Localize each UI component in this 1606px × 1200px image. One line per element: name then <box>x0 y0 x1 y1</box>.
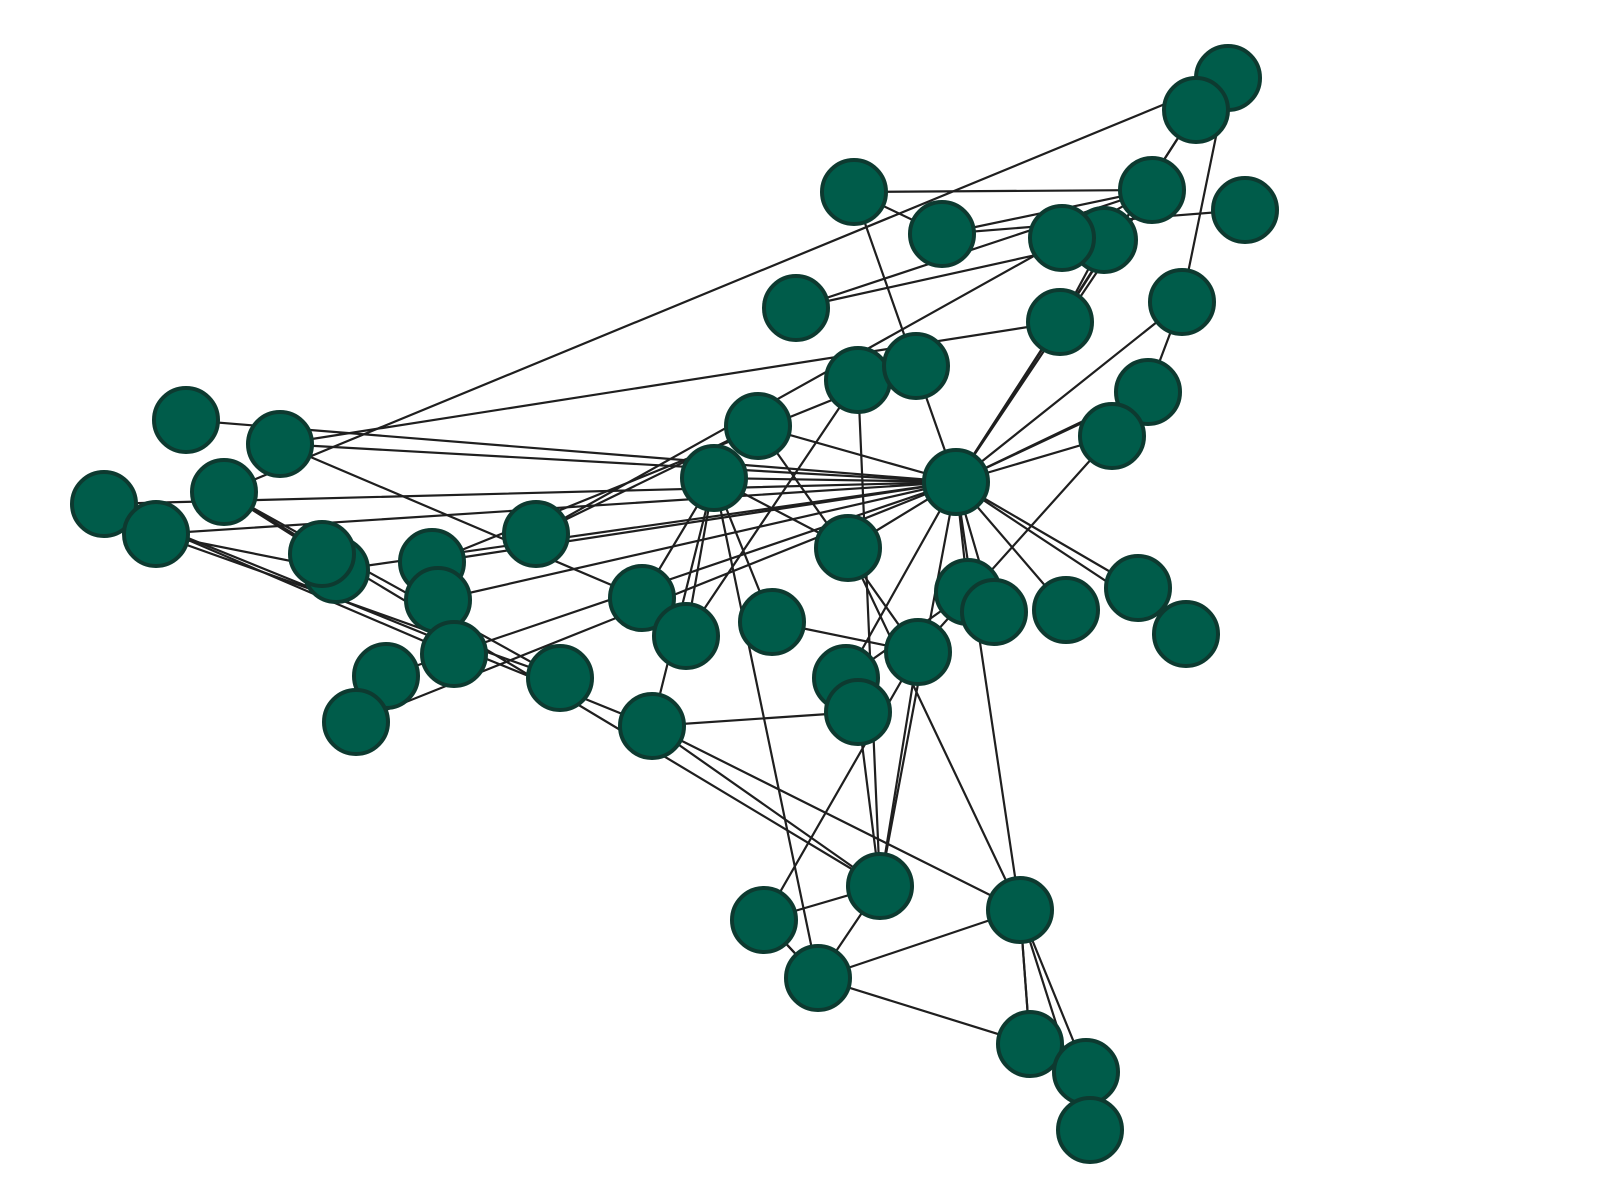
graph-edge <box>712 476 958 484</box>
graph-node <box>420 620 488 688</box>
graph-edge <box>852 188 1154 194</box>
graph-edge <box>684 378 860 638</box>
graph-node <box>608 564 676 632</box>
graph-node <box>730 886 798 954</box>
graph-node <box>724 392 792 460</box>
graph-node <box>1026 288 1094 356</box>
graph-edge <box>184 418 958 484</box>
graph-node <box>1032 576 1100 644</box>
graph-node <box>884 618 952 686</box>
graph-node <box>152 386 220 454</box>
graph-edge <box>762 650 920 922</box>
graph-node <box>814 514 882 582</box>
graph-edge <box>954 480 1140 590</box>
graph-node <box>618 692 686 760</box>
graph-node <box>502 500 570 568</box>
graph-node <box>1118 156 1186 224</box>
graph-node <box>996 1010 1064 1078</box>
graph-edge <box>278 442 644 600</box>
graph-edge <box>844 480 958 680</box>
graph-node <box>1056 1096 1124 1164</box>
graph-node <box>122 500 190 568</box>
graph-node <box>908 200 976 268</box>
graph-node <box>820 158 888 226</box>
graph-node <box>246 410 314 478</box>
graph-edge <box>954 480 1022 912</box>
graph-edge <box>650 710 860 728</box>
graph-node <box>652 602 720 670</box>
nodes-layer <box>70 44 1279 1164</box>
graph-node <box>762 274 830 342</box>
graph-node <box>824 678 892 746</box>
graph-node <box>824 346 892 414</box>
graph-node <box>1162 76 1230 144</box>
graph-node <box>1052 1038 1120 1106</box>
graph-node <box>526 644 594 712</box>
graph-node <box>1104 554 1172 622</box>
graph-node <box>784 944 852 1012</box>
graph-edge <box>856 378 882 888</box>
graph-edge <box>712 476 820 980</box>
graph-edge <box>222 490 562 680</box>
graph-node <box>882 332 950 400</box>
graph-edge <box>650 724 882 888</box>
graph-node <box>288 520 356 588</box>
graph-edge <box>756 424 958 484</box>
graph-node <box>1211 176 1279 244</box>
graph-node <box>922 448 990 516</box>
graph-node <box>846 852 914 920</box>
graph-node <box>322 688 390 756</box>
graph-edge <box>816 976 1032 1046</box>
graph-node <box>1148 268 1216 336</box>
graph-node <box>1078 402 1146 470</box>
graph-edge <box>650 476 716 728</box>
graph-edge <box>222 76 1230 494</box>
graph-node <box>738 588 806 656</box>
graph-edge <box>650 724 1022 912</box>
graph-edge <box>436 480 958 602</box>
graph-edge <box>816 908 1022 980</box>
graph-node <box>1152 600 1220 668</box>
graph-node <box>1114 358 1182 426</box>
graph-node <box>986 876 1054 944</box>
graph-node <box>190 458 258 526</box>
graph-edge <box>278 442 958 484</box>
graph-edge <box>846 546 1022 912</box>
graph-edge <box>878 650 920 888</box>
graph-node <box>960 578 1028 646</box>
graph-edge <box>954 300 1184 484</box>
graph-node <box>680 444 748 512</box>
graph-node <box>70 470 138 538</box>
graph-node <box>1028 204 1096 272</box>
